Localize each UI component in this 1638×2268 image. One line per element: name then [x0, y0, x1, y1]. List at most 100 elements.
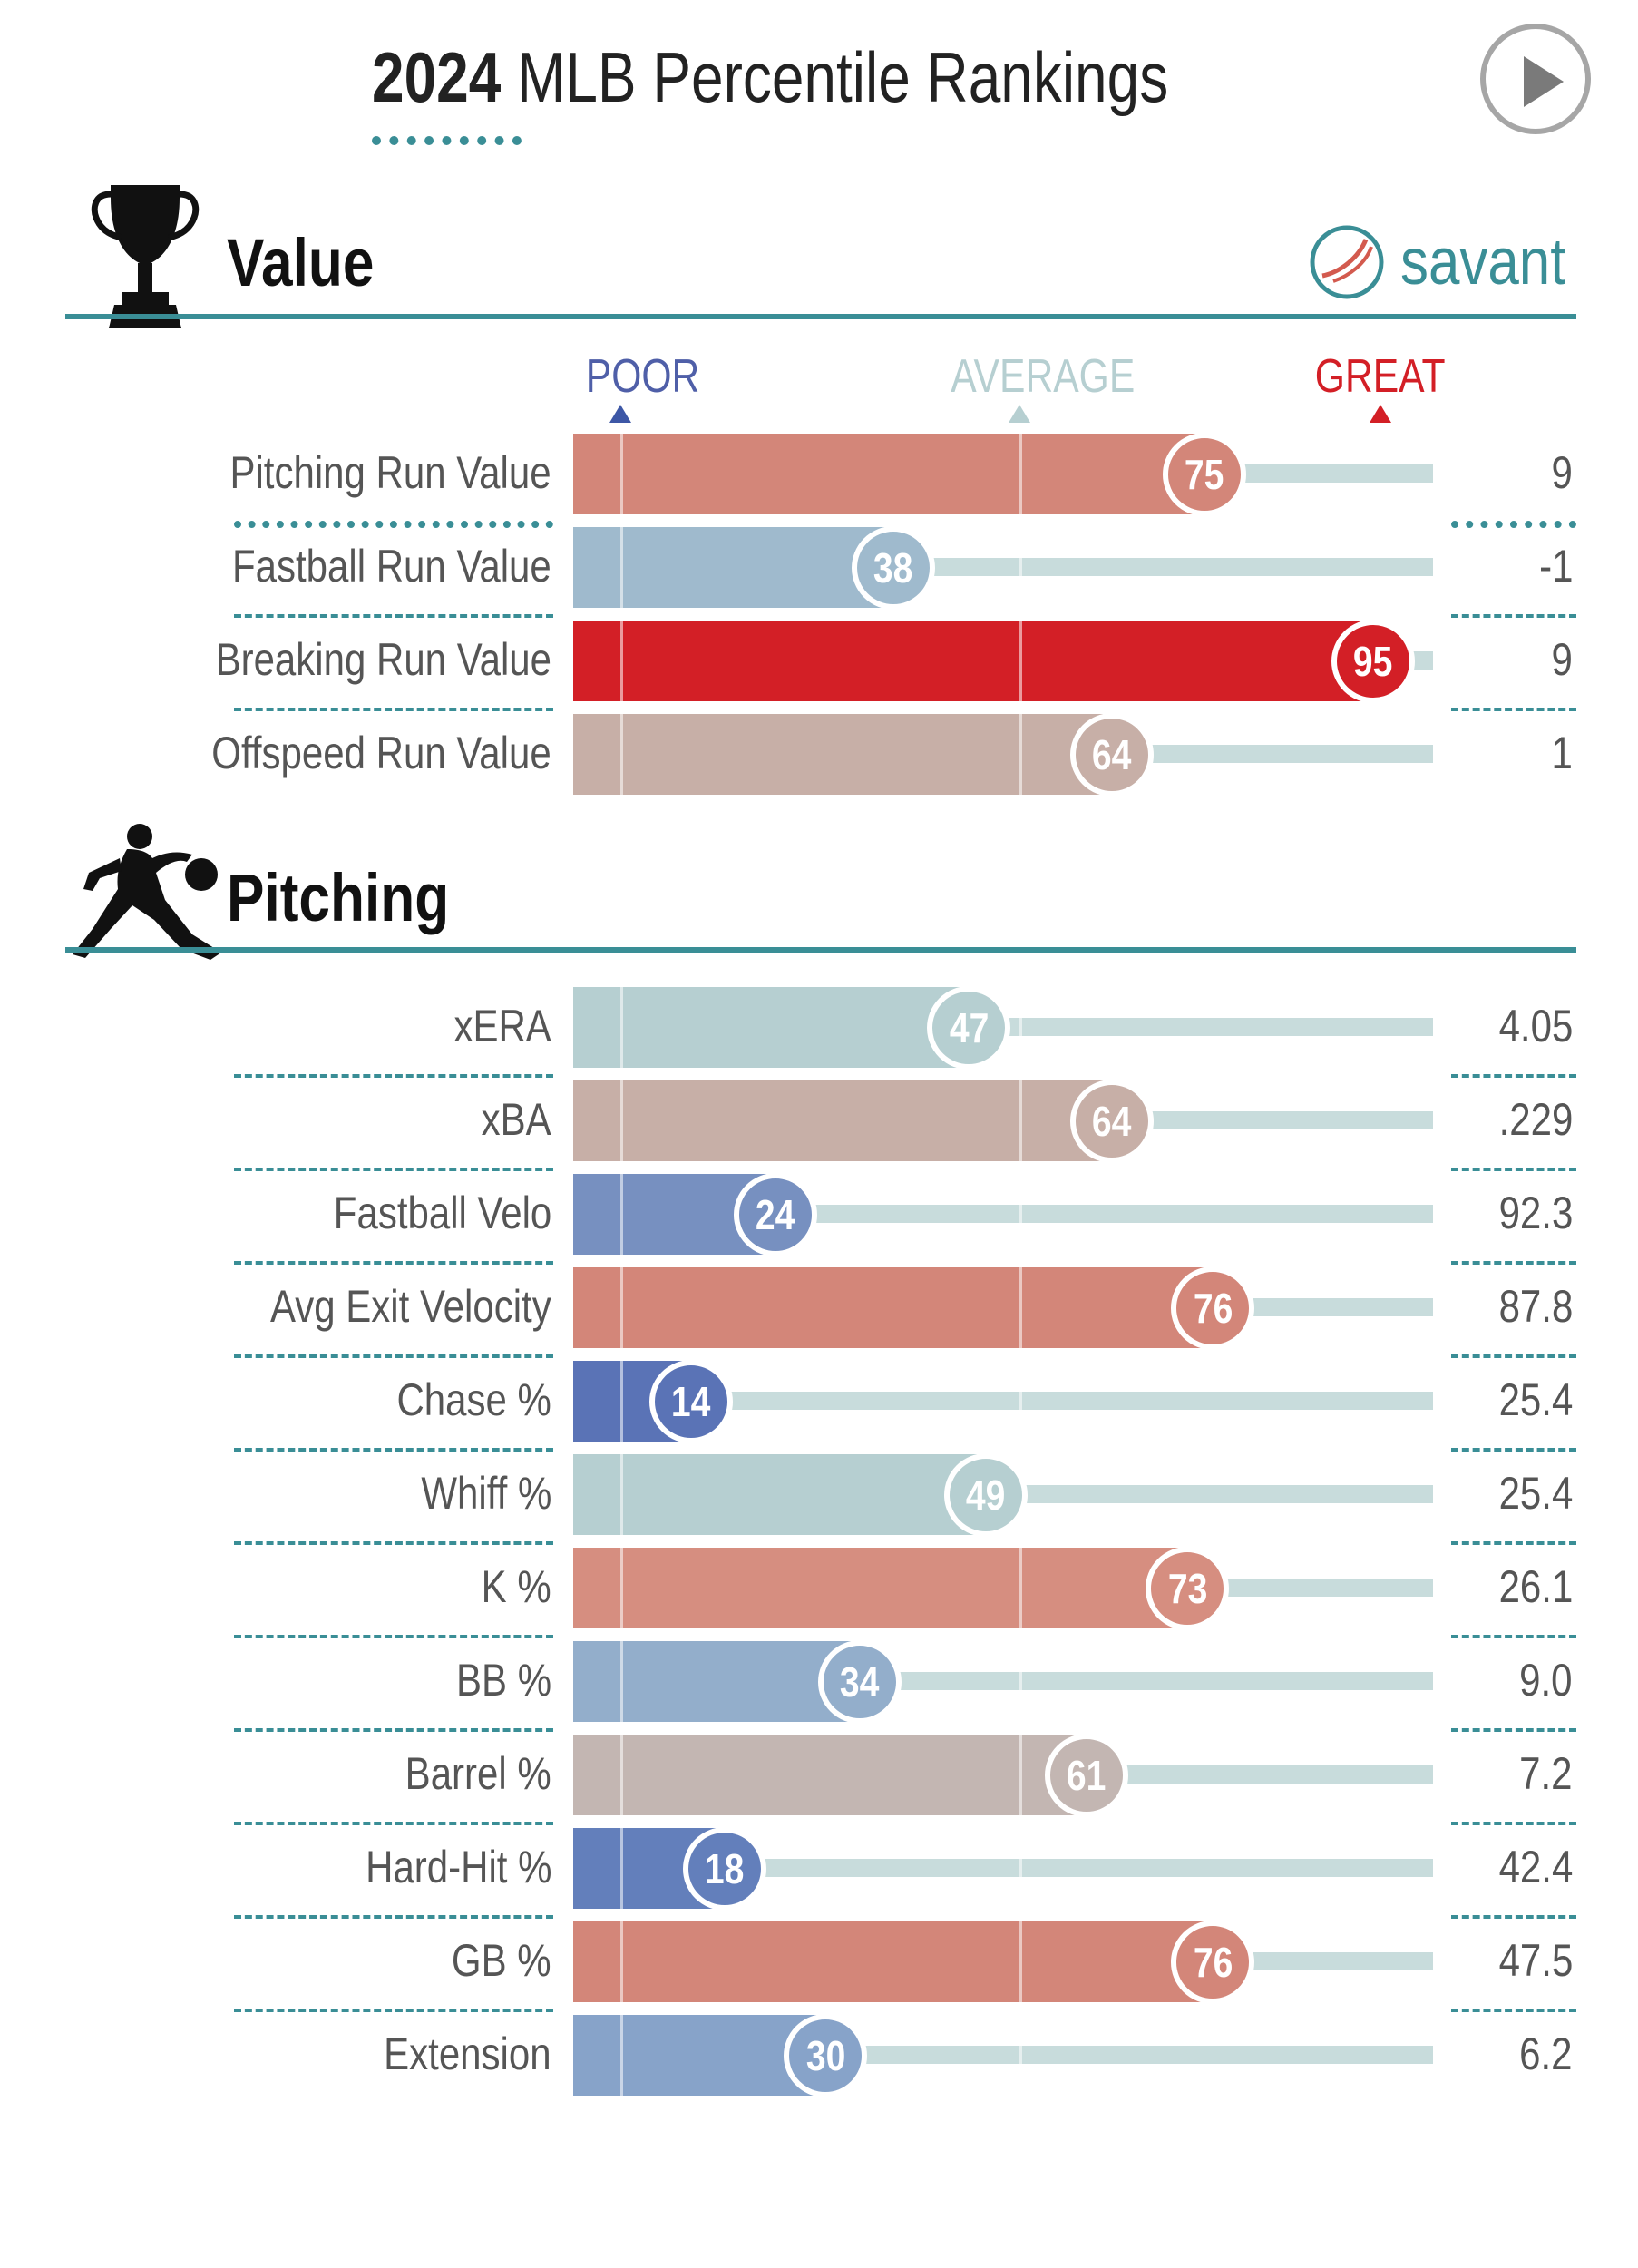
poor-gridline — [620, 987, 623, 1068]
average-gridline — [1019, 2015, 1022, 2096]
percentile-badge-fastball-run-value: 38 — [851, 526, 935, 610]
row-label-chase: Chase % — [396, 1374, 551, 1425]
scale-label-great: GREAT — [1314, 350, 1446, 403]
row-value-whiff: 25.4 — [1498, 1468, 1573, 1519]
percentile-value: 24 — [755, 1191, 795, 1238]
row-value-fastball-velo: 92.3 — [1498, 1188, 1573, 1238]
track-xera — [969, 1018, 1433, 1036]
scale-markers — [609, 405, 1391, 423]
percentile-value: 49 — [965, 1471, 1006, 1519]
average-gridline — [1019, 527, 1022, 608]
percentile-badge-hard-hit: 18 — [683, 1827, 767, 1911]
poor-gridline — [620, 1174, 623, 1255]
row-separator-left — [234, 2009, 553, 2012]
brand-name: savant — [1400, 226, 1566, 298]
row-separator-left — [234, 1822, 553, 1825]
poor-gridline — [620, 1080, 623, 1161]
play-icon[interactable] — [1480, 24, 1591, 134]
row-value-hard-hit: 42.4 — [1498, 1842, 1573, 1892]
row-value-offspeed-run-value: 1 — [1551, 728, 1573, 778]
track-gb — [1213, 1952, 1433, 1970]
poor-gridline — [620, 527, 623, 608]
percentile-badge-fastball-velo: 24 — [733, 1173, 817, 1256]
scale-label-poor: POOR — [585, 350, 700, 403]
poor-gridline — [620, 1921, 623, 2002]
average-gridline — [1019, 1641, 1022, 1722]
bar-pitching-run-value — [573, 434, 1204, 514]
poor-gridline — [620, 1548, 623, 1628]
row-label-pitching-run-value: Pitching Run Value — [229, 447, 551, 498]
row-separator-left — [234, 708, 553, 711]
average-gridline — [1019, 987, 1022, 1068]
pitcher-silhouette-icon — [73, 824, 221, 960]
percentile-badge-breaking-run-value: 95 — [1331, 620, 1415, 703]
row-separator-left — [234, 1728, 553, 1732]
bar-k — [573, 1548, 1188, 1628]
row-separator-right — [1451, 1261, 1576, 1265]
row-label-fastball-velo: Fastball Velo — [333, 1188, 551, 1238]
row-separator-right — [1451, 1728, 1576, 1732]
row-label-xba: xBA — [481, 1094, 551, 1145]
bar-gb — [573, 1921, 1214, 2002]
row-label-hard-hit: Hard-Hit % — [365, 1842, 551, 1892]
row-value-xba: .229 — [1498, 1094, 1573, 1145]
row-value-extension: 6.2 — [1519, 2028, 1573, 2079]
percentile-value: 47 — [949, 1004, 989, 1051]
percentile-badge-bb: 34 — [817, 1640, 902, 1724]
percentile-value: 18 — [705, 1845, 745, 1892]
track-barrel — [1087, 1765, 1433, 1784]
percentile-value: 95 — [1352, 638, 1393, 685]
poor-gridline — [620, 1735, 623, 1815]
row-label-avg-exit-velocity: Avg Exit Velocity — [270, 1281, 551, 1332]
bar-extension — [573, 2015, 826, 2096]
percentile-badge-barrel: 61 — [1045, 1734, 1129, 1817]
poor-gridline — [620, 2015, 623, 2096]
track-bb — [859, 1672, 1433, 1690]
row-separator-right — [1451, 1448, 1576, 1452]
savant-logo: savant — [1308, 223, 1593, 301]
row-separator-right — [1451, 614, 1576, 618]
row-separator-right — [1451, 1074, 1576, 1078]
average-gridline — [1019, 1361, 1022, 1442]
row-separator-right — [1451, 1354, 1576, 1358]
row-separator-right — [1451, 1168, 1576, 1171]
bar-fastball-run-value — [573, 527, 893, 608]
average-gridline — [1019, 434, 1022, 514]
bar-avg-exit-velocity — [573, 1267, 1214, 1348]
bar-xba — [573, 1080, 1112, 1161]
percentile-badge-xba: 64 — [1069, 1080, 1154, 1163]
bar-barrel — [573, 1735, 1087, 1815]
track-whiff — [985, 1485, 1433, 1503]
percentile-badge-offspeed-run-value: 64 — [1069, 713, 1154, 797]
percentile-value: 38 — [873, 544, 913, 591]
row-label-gb: GB % — [452, 1935, 551, 1986]
percentile-value: 61 — [1067, 1752, 1107, 1799]
track-chase — [690, 1392, 1433, 1410]
row-label-barrel: Barrel % — [405, 1748, 551, 1799]
row-separator-right — [1451, 521, 1576, 528]
percentile-value: 76 — [1193, 1939, 1233, 1986]
row-value-bb: 9.0 — [1519, 1655, 1573, 1706]
row-separator-right — [1451, 708, 1576, 711]
track-xba — [1111, 1111, 1433, 1129]
poor-gridline — [620, 1267, 623, 1348]
average-gridline — [1019, 1735, 1022, 1815]
percentile-value: 64 — [1092, 731, 1132, 778]
row-value-pitching-run-value: 9 — [1551, 447, 1573, 498]
track-avg-exit-velocity — [1213, 1298, 1433, 1316]
average-gridline — [1019, 621, 1022, 701]
row-value-k: 26.1 — [1498, 1561, 1573, 1612]
row-separator-right — [1451, 1541, 1576, 1545]
row-separator-left — [234, 1635, 553, 1638]
bar-bb — [573, 1641, 860, 1722]
row-separator-left — [234, 1168, 553, 1171]
row-value-fastball-run-value: -1 — [1538, 541, 1573, 591]
title-text: MLB Percentile Rankings — [517, 37, 1169, 117]
row-value-gb: 47.5 — [1498, 1935, 1573, 1986]
poor-gridline — [620, 1641, 623, 1722]
poor-gridline — [620, 621, 623, 701]
average-gridline — [1019, 1921, 1022, 2002]
row-value-chase: 25.4 — [1498, 1374, 1573, 1425]
page-title: 2024 MLB Percentile Rankings — [372, 36, 1168, 119]
percentile-badge-k: 73 — [1146, 1547, 1230, 1630]
